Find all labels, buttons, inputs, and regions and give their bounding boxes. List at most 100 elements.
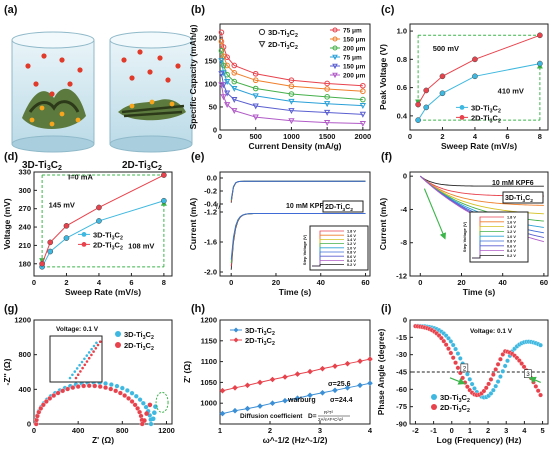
data-point xyxy=(231,85,238,92)
y-tick-label: -1.2 xyxy=(204,208,217,217)
y-axis-label: Voltage (mV) xyxy=(2,198,12,249)
x-tick-label: 2000 xyxy=(355,132,372,141)
data-point xyxy=(495,361,501,367)
data-point xyxy=(139,421,145,427)
data-point xyxy=(161,197,167,204)
data-point xyxy=(495,379,501,384)
inset-point xyxy=(85,360,89,363)
formula-denominator: 2A²n⁴F⁴C²σ² xyxy=(318,417,344,422)
data-point xyxy=(319,365,326,372)
data-point xyxy=(288,77,295,84)
data-point xyxy=(138,413,144,419)
data-point xyxy=(450,355,456,361)
panel-letter-b: (b) xyxy=(191,4,205,16)
legend-marker xyxy=(81,242,87,247)
x-tick-label: 0 xyxy=(418,278,422,287)
data-point xyxy=(65,386,71,392)
legend-entry: 2D-Ti3C2 xyxy=(93,240,123,251)
legend-entry: 2D-Ti3C2 xyxy=(471,113,501,124)
x-tick-label: 0 xyxy=(218,132,222,141)
data-point xyxy=(269,400,276,406)
panel-letter-g: (g) xyxy=(4,303,18,315)
data-point xyxy=(294,395,301,402)
data-point xyxy=(288,91,295,97)
data-point xyxy=(538,392,543,398)
data-point xyxy=(220,70,227,77)
data-point xyxy=(113,388,119,394)
label-3d-ti3c2: 3D-Ti3C2 xyxy=(22,160,62,172)
y-tick-label: 0 xyxy=(403,316,407,325)
current-curve-bottom xyxy=(230,213,366,260)
inset-point xyxy=(83,357,86,361)
x-tick-label: 6 xyxy=(129,278,133,287)
data-point xyxy=(51,393,57,399)
step-label: 0.6 V xyxy=(507,244,516,248)
inset-point xyxy=(87,351,91,354)
series-2D-Ti3C2 xyxy=(415,32,543,108)
y-tick-label: -8 xyxy=(400,238,407,247)
annotation-diffusion: Diffusion coefficient xyxy=(240,413,303,420)
data-point xyxy=(224,54,230,60)
series-2D-Ti3C2-200 μm xyxy=(218,82,366,127)
data-point xyxy=(142,418,147,423)
x-tick-label: 5 xyxy=(540,426,544,435)
data-point xyxy=(47,395,53,401)
current-curve-top xyxy=(230,180,366,200)
data-point xyxy=(257,403,263,409)
data-point xyxy=(324,94,330,100)
x-tick-label: 0 xyxy=(229,278,233,287)
legend-entry: 150 μm xyxy=(343,37,366,44)
y-tick-label: 1.0 xyxy=(397,27,407,36)
data-point xyxy=(332,27,338,33)
series-2D-Ti3C2 xyxy=(39,172,167,267)
data-point xyxy=(324,80,330,87)
y-tick-label: 0.0 xyxy=(207,174,217,183)
data-point xyxy=(500,352,506,357)
annotation-500mv: 500 mV xyxy=(433,44,459,53)
label-box xyxy=(524,369,532,378)
x-tick-label: 400 xyxy=(72,426,85,435)
data-point xyxy=(344,385,351,391)
formula-numerator: R²T² xyxy=(324,410,333,415)
annotation-sample: 2D-Ti3C2 xyxy=(325,204,353,213)
x-tick-label: 4 xyxy=(97,278,102,287)
current-curve-top xyxy=(230,180,366,202)
data-point xyxy=(252,103,259,110)
jar-2d xyxy=(109,31,193,153)
y-tick-label: -4 xyxy=(400,205,407,214)
x-tick-label: 60 xyxy=(540,278,548,287)
data-point xyxy=(114,383,120,389)
panel-letter-f: (f) xyxy=(381,151,392,163)
x-tick-label: 2 xyxy=(440,132,444,141)
series-3D-Ti3C2 xyxy=(219,380,373,417)
inset: 1.8 V1.6 V1.4 V1.2 V1.0 V0.8 V0.6 V0.4 V… xyxy=(462,211,529,263)
data-point xyxy=(147,402,153,408)
data-point xyxy=(332,45,338,51)
data-point xyxy=(252,70,259,77)
annotation-voltage: Voltage: 0.1 V xyxy=(470,328,513,335)
x-axis-label: Log (Frequency) (Hz) xyxy=(437,435,522,445)
data-point xyxy=(150,416,156,422)
inset: 1.8 V1.6 V1.4 V1.2 V1.0 V0.8 V0.6 V0.4 V… xyxy=(302,225,369,271)
data-point xyxy=(472,56,478,63)
data-point xyxy=(367,380,373,387)
series-3D-Ti3C2 xyxy=(39,197,167,270)
data-point xyxy=(446,335,451,341)
y-tick-label: -75 xyxy=(396,402,407,411)
data-point xyxy=(96,204,102,211)
x-tick-label: 1 xyxy=(218,426,222,435)
data-point xyxy=(535,388,541,394)
data-point xyxy=(344,360,351,367)
data-point xyxy=(519,361,525,366)
inset-ylabel: Step Voltage (V) xyxy=(462,221,467,252)
plot-frame xyxy=(219,23,371,131)
panel-letter-h: (h) xyxy=(191,303,205,315)
data-point xyxy=(39,260,45,267)
x-axis-label: Sweep Rate (mV/s) xyxy=(441,141,517,151)
annotation-sigma-2d: σ=25.6 xyxy=(328,381,351,388)
data-point xyxy=(224,62,230,69)
data-point xyxy=(252,114,259,121)
legend-marker xyxy=(459,104,465,110)
annotation-i0: I=0 mA xyxy=(68,172,93,181)
current-curve-top xyxy=(230,180,366,201)
